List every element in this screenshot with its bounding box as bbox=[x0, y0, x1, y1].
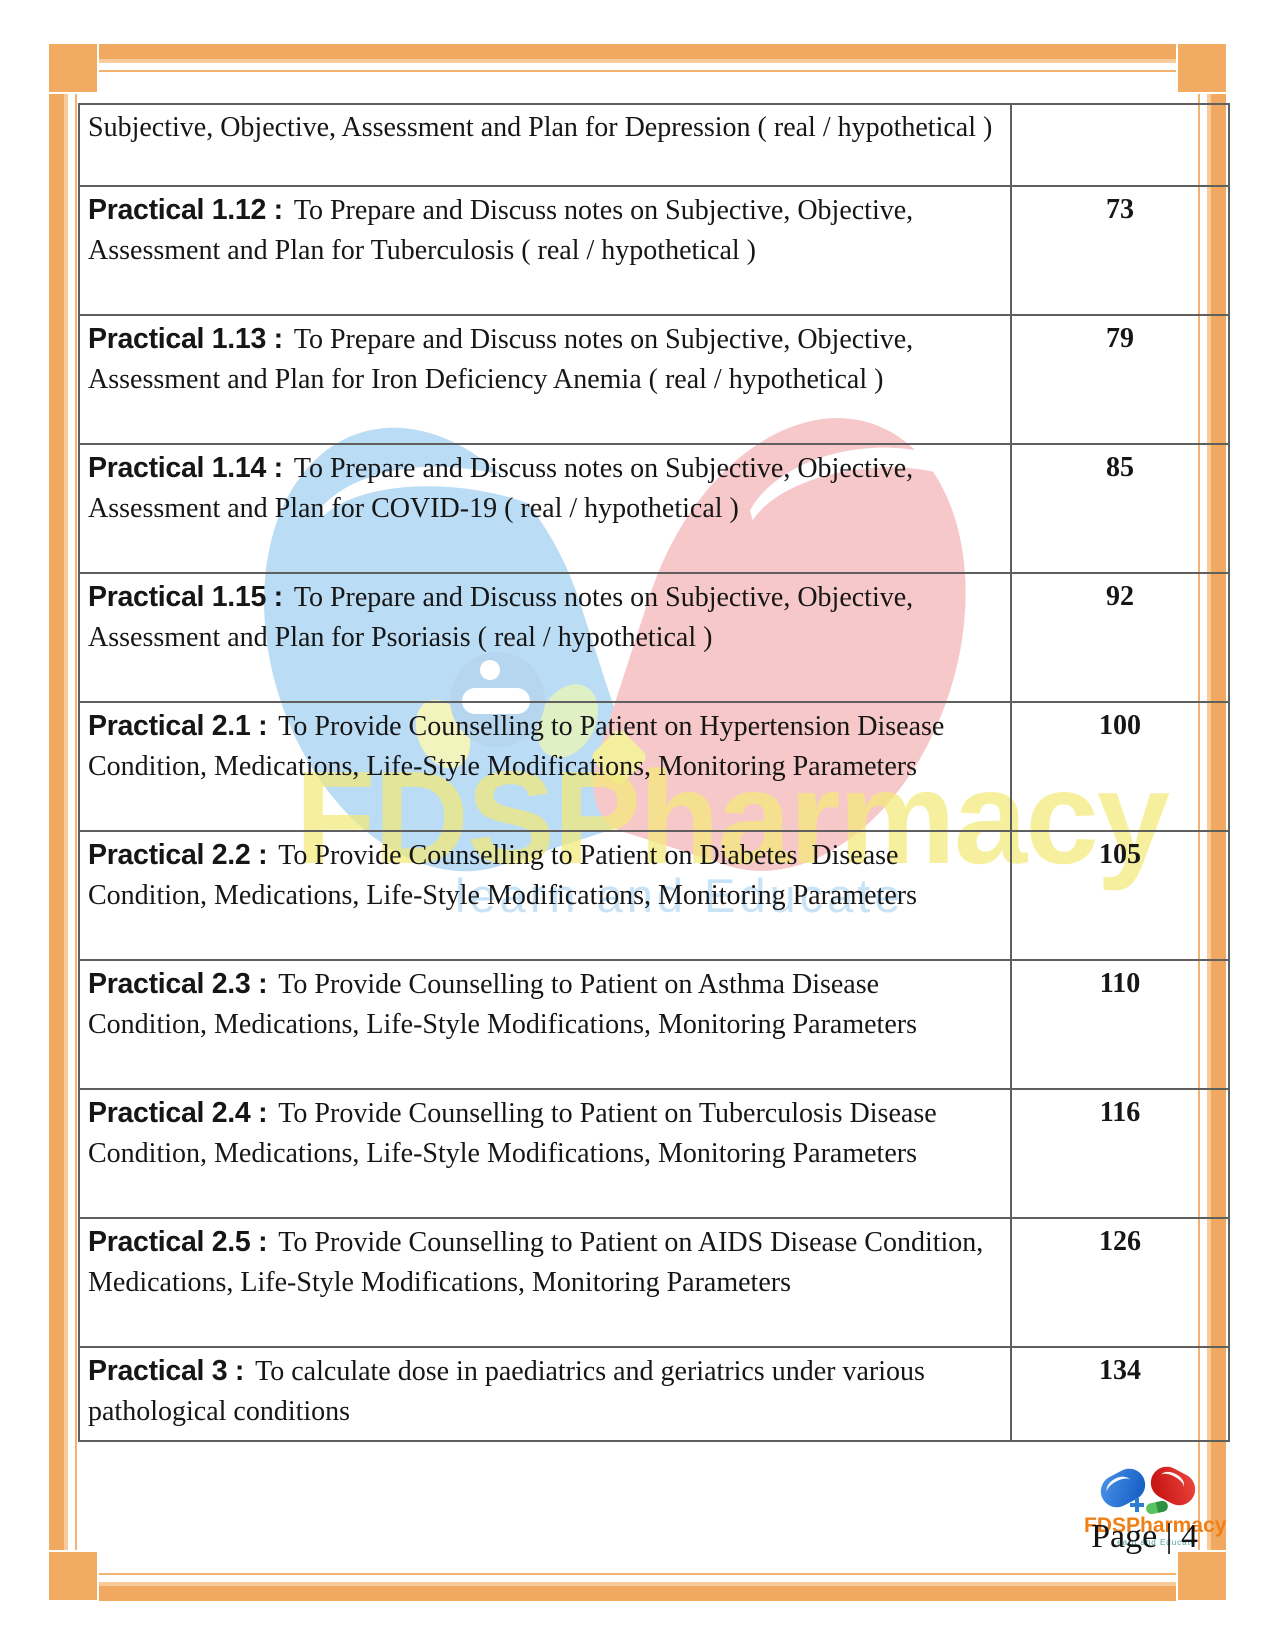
toc-page-cell: 73 bbox=[1010, 185, 1230, 316]
toc-row: Subjective, Objective, Assessment and Pl… bbox=[78, 103, 1230, 187]
footer-brand-name: FDSPharmacy bbox=[1084, 1514, 1227, 1537]
toc-row: Practical 1.12 : To Prepare and Discuss n… bbox=[78, 185, 1230, 316]
toc-desc-cell: Subjective, Objective, Assessment and Pl… bbox=[78, 103, 1012, 187]
practical-label: Practical 2.3 : bbox=[88, 968, 268, 1000]
practical-description: To calculate dose in paediatrics and ger… bbox=[88, 1356, 925, 1427]
page-number: 73 bbox=[1106, 194, 1134, 225]
toc-desc-cell: Practical 2.2 : To Provide Counselling to… bbox=[78, 830, 1012, 961]
toc-page-cell bbox=[1010, 103, 1230, 187]
practical-description: To Provide Counselling to Patient on AID… bbox=[88, 1227, 984, 1298]
toc-row: Practical 1.15 : To Prepare and Discuss n… bbox=[78, 572, 1230, 703]
toc-desc-cell: Practical 2.5 : To Provide Counselling to… bbox=[78, 1217, 1012, 1348]
practical-label: Practical 1.13 : bbox=[88, 323, 283, 355]
practical-label: Practical 2.1 : bbox=[88, 710, 268, 742]
practical-label: Practical 3 : bbox=[88, 1355, 245, 1387]
toc-table: Subjective, Objective, Assessment and Pl… bbox=[78, 103, 1230, 1442]
page-number: 92 bbox=[1106, 581, 1134, 612]
toc-row: Practical 1.14 : To Prepare and Discuss n… bbox=[78, 443, 1230, 574]
medical-cross-icon bbox=[1130, 1498, 1144, 1512]
toc-desc-cell: Practical 2.3 : To Provide Counselling to… bbox=[78, 959, 1012, 1090]
page-number: 110 bbox=[1099, 968, 1141, 999]
toc-row: Practical 3 : To calculate dose in paedia… bbox=[78, 1346, 1230, 1442]
toc-desc-cell: Practical 2.4 : To Provide Counselling to… bbox=[78, 1088, 1012, 1219]
page-number: 85 bbox=[1106, 452, 1134, 483]
border-corner-top-left bbox=[47, 42, 99, 94]
practical-label: Practical 2.2 : bbox=[88, 839, 268, 871]
footer-brand-tagline: Learn and Educate bbox=[1111, 1538, 1197, 1547]
page-number: 100 bbox=[1099, 710, 1141, 741]
toc-desc-cell: Practical 1.15 : To Prepare and Discuss n… bbox=[78, 572, 1012, 703]
toc-page-cell: 79 bbox=[1010, 314, 1230, 445]
toc-desc-cell: Practical 2.1 : To Provide Counselling to… bbox=[78, 701, 1012, 832]
practical-label: Practical 1.14 : bbox=[88, 452, 283, 484]
toc-row: Practical 2.5 : To Provide Counselling to… bbox=[78, 1217, 1230, 1348]
practical-label: Practical 2.5 : bbox=[88, 1226, 268, 1258]
page-number: 105 bbox=[1099, 839, 1141, 870]
border-corner-top-right bbox=[1176, 42, 1228, 94]
toc-desc-cell: Practical 1.12 : To Prepare and Discuss n… bbox=[78, 185, 1012, 316]
toc-page-cell: 126 bbox=[1010, 1217, 1230, 1348]
toc-page-cell: 85 bbox=[1010, 443, 1230, 574]
toc-desc-cell: Practical 3 : To calculate dose in paedia… bbox=[78, 1346, 1012, 1442]
border-corner-bottom-right bbox=[1176, 1550, 1228, 1602]
practical-description: To Provide Counselling to Patient on Ast… bbox=[88, 969, 917, 1040]
toc-page-cell: 105 bbox=[1010, 830, 1230, 961]
practical-description: To Provide Counselling to Patient on Tub… bbox=[88, 1098, 937, 1169]
page-number-label: Page | 4 bbox=[1091, 1518, 1198, 1555]
green-capsule-icon bbox=[1145, 1499, 1169, 1516]
toc-desc-cell: Practical 1.13 : To Prepare and Discuss n… bbox=[78, 314, 1012, 445]
footer-brand-logo: FDSPharmacy Learn and Educate bbox=[1084, 1461, 1226, 1547]
toc-page-cell: 100 bbox=[1010, 701, 1230, 832]
toc-page-cell: 134 bbox=[1010, 1346, 1230, 1442]
practical-label: Practical 2.4 : bbox=[88, 1097, 268, 1129]
practical-label: Practical 1.15 : bbox=[88, 581, 283, 613]
practical-description: To Prepare and Discuss notes on Subjecti… bbox=[88, 195, 914, 266]
border-corner-bottom-left bbox=[47, 1550, 99, 1602]
practical-label: Practical 1.12 : bbox=[88, 194, 283, 226]
toc-page-cell: 110 bbox=[1010, 959, 1230, 1090]
toc-row: Practical 2.4 : To Provide Counselling to… bbox=[78, 1088, 1230, 1219]
toc-desc-cell: Practical 1.14 : To Prepare and Discuss n… bbox=[78, 443, 1012, 574]
page-number: 79 bbox=[1106, 323, 1134, 354]
page-number: 116 bbox=[1099, 1097, 1141, 1128]
toc-row: Practical 2.3 : To Provide Counselling to… bbox=[78, 959, 1230, 1090]
page-number: 126 bbox=[1099, 1226, 1141, 1257]
toc-page-cell: 116 bbox=[1010, 1088, 1230, 1219]
toc-page-cell: 92 bbox=[1010, 572, 1230, 703]
toc-row: Practical 1.13 : To Prepare and Discuss n… bbox=[78, 314, 1230, 445]
toc-table-wrapper: Subjective, Objective, Assessment and Pl… bbox=[78, 103, 1230, 1442]
toc-row: Practical 2.2 : To Provide Counselling to… bbox=[78, 830, 1230, 961]
page-number: 134 bbox=[1099, 1355, 1141, 1386]
practical-description: Subjective, Objective, Assessment and Pl… bbox=[88, 112, 993, 143]
toc-row: Practical 2.1 : To Provide Counselling to… bbox=[78, 701, 1230, 832]
